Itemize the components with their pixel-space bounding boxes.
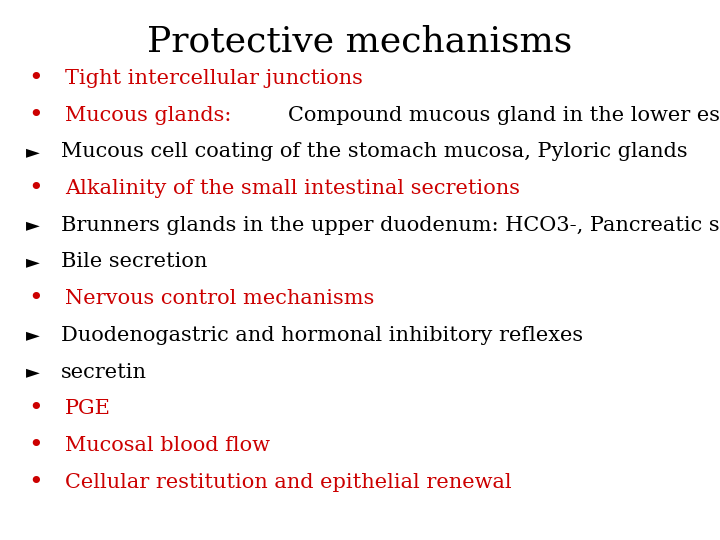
Text: ►: ► <box>26 363 40 381</box>
Text: Mucous cell coating of the stomach mucosa, Pyloric glands: Mucous cell coating of the stomach mucos… <box>61 142 688 161</box>
Text: Alkalinity of the small intestinal secretions: Alkalinity of the small intestinal secre… <box>65 179 520 198</box>
Text: Nervous control mechanisms: Nervous control mechanisms <box>65 289 374 308</box>
Text: PGE: PGE <box>65 399 111 418</box>
Text: •: • <box>29 104 43 126</box>
Text: •: • <box>29 397 43 420</box>
Text: ►: ► <box>26 326 40 345</box>
Text: •: • <box>29 67 43 90</box>
Text: •: • <box>29 177 43 200</box>
Text: ►: ► <box>26 253 40 271</box>
Text: ►: ► <box>26 216 40 234</box>
Text: Mucosal blood flow: Mucosal blood flow <box>65 436 270 455</box>
Text: •: • <box>29 434 43 457</box>
Text: ►: ► <box>26 143 40 161</box>
Text: Bile secretion: Bile secretion <box>61 252 207 272</box>
Text: Compound mucous gland in the lower esophagus: Compound mucous gland in the lower esoph… <box>288 105 720 125</box>
Text: Protective mechanisms: Protective mechanisms <box>148 24 572 58</box>
Text: secretin: secretin <box>61 362 147 382</box>
Text: Mucous glands:: Mucous glands: <box>65 105 238 125</box>
Text: Brunners glands in the upper duodenum: HCO3-, Pancreatic secretion: Brunners glands in the upper duodenum: H… <box>61 215 720 235</box>
Text: Tight intercellular junctions: Tight intercellular junctions <box>65 69 363 88</box>
Text: Duodenogastric and hormonal inhibitory reflexes: Duodenogastric and hormonal inhibitory r… <box>61 326 583 345</box>
Text: Cellular restitution and epithelial renewal: Cellular restitution and epithelial rene… <box>65 472 511 492</box>
Text: •: • <box>29 471 43 494</box>
Text: •: • <box>29 287 43 310</box>
